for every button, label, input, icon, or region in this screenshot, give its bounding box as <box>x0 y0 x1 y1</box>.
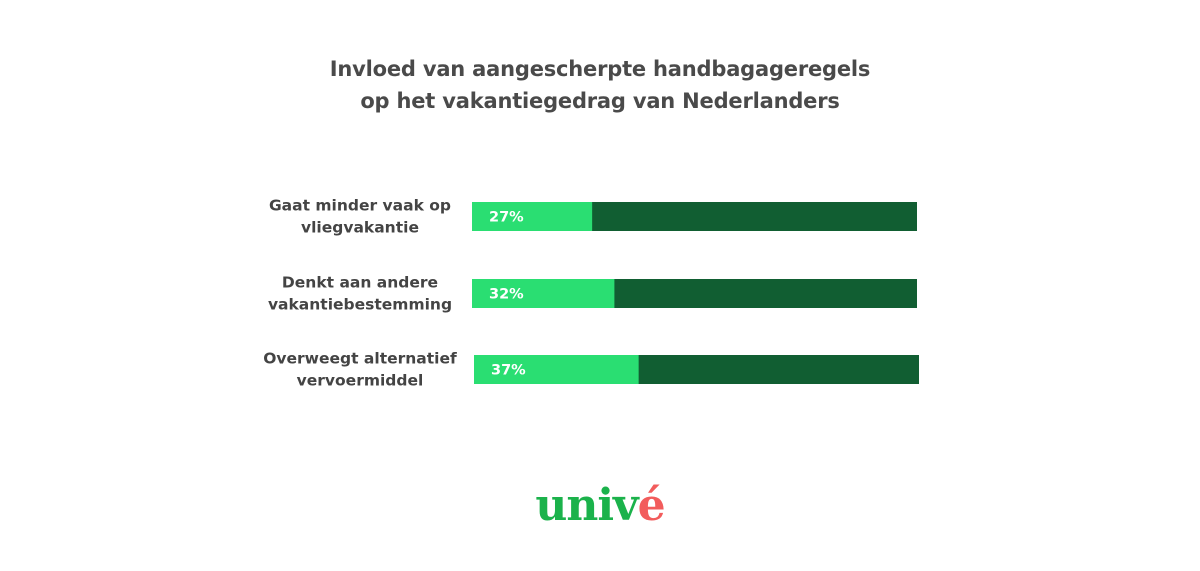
data-label: 27% <box>489 210 524 226</box>
category-label-line: vervoermiddel <box>297 372 424 390</box>
logo-text-accent: é <box>637 480 666 531</box>
chart-title-line-2: op het vakantiegedrag van Nederlanders <box>360 89 840 113</box>
category-label: Overweegt alternatief vervoermiddel <box>263 350 457 390</box>
logo-text-main: univ <box>535 480 638 531</box>
category-label: Gaat minder vaak op vliegvakantie <box>269 197 451 237</box>
category-label-line: vliegvakantie <box>301 219 419 237</box>
category-label-line: Gaat minder vaak op <box>269 197 451 215</box>
category-label-line: Overweegt alternatief <box>263 350 457 368</box>
bar-value <box>472 202 593 231</box>
bar-value <box>474 355 639 384</box>
bar-group: 27% Gaat minder vaak op vliegvakantie <box>269 197 917 237</box>
bar-group: 32% Denkt aan andere vakantiebestemming <box>268 274 917 314</box>
category-label: Denkt aan andere vakantiebestemming <box>268 274 452 314</box>
chart-title-line-1: Invloed van aangescherpte handbagagerege… <box>329 57 871 81</box>
data-label: 37% <box>491 363 526 379</box>
chart-title: Invloed van aangescherpte handbagagerege… <box>0 53 1200 117</box>
unive-logo: univé <box>0 478 1200 534</box>
category-label-line: vakantiebestemming <box>268 296 452 314</box>
bar-value <box>472 279 615 308</box>
data-label: 32% <box>489 287 524 303</box>
bar-group: 37% Overweegt alternatief vervoermiddel <box>263 350 919 390</box>
category-label-line: Denkt aan andere <box>282 274 438 292</box>
